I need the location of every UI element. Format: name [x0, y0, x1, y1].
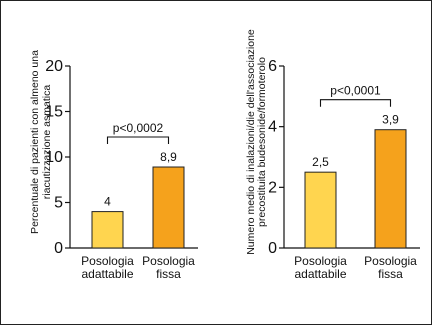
category-label: adattabile — [81, 267, 133, 281]
y-tick-label: 6 — [268, 58, 277, 75]
left-chart: 0 5 10 15 20 Percentuale di pazienti con alme… — [29, 50, 198, 281]
y-tick-label: 0 — [54, 240, 63, 257]
bar — [374, 129, 407, 249]
bar — [152, 166, 185, 249]
y-axis-label: precostituita budesonide/formoterolo — [256, 57, 268, 227]
y-tick-label: 5 — [54, 195, 63, 212]
significance-bracket — [319, 99, 392, 107]
category-label: Posologia — [294, 254, 347, 268]
bar-value-label: 3,9 — [382, 113, 399, 127]
y-tick-label: 0 — [268, 240, 277, 257]
category-label: fissa — [156, 267, 181, 281]
category-label: Posologia — [142, 254, 195, 268]
y-axis-label: Numero medio di inalazioni/die dell'asso… — [245, 29, 257, 255]
right-chart: 0 2 4 6 Numero medio di inalazioni/die dell'… — [245, 29, 420, 281]
y-tick-label: 4 — [268, 119, 277, 136]
bar — [91, 211, 124, 249]
category-label: Posologia — [81, 254, 134, 268]
bar-value-label: 2,5 — [312, 155, 329, 169]
category-label: adattabile — [294, 267, 346, 281]
y-axis-label: Percentuale di pazienti con almeno una — [29, 50, 41, 234]
bar-value-label: 4 — [104, 195, 111, 209]
y-tick-label: 2 — [268, 179, 277, 196]
y-tick-label: 20 — [45, 58, 63, 75]
p-value-annotation: p<0,0002 — [113, 121, 164, 135]
y-tick-label: 10 — [45, 149, 63, 166]
bar-value-label: 8,9 — [160, 150, 177, 164]
p-value-annotation: p<0,0001 — [330, 84, 381, 98]
significance-bracket — [106, 136, 170, 145]
category-label: fissa — [378, 267, 403, 281]
y-axis-label: riacutizzazione asmatica — [41, 85, 53, 200]
category-label: Posologia — [364, 254, 417, 268]
y-tick-label: 15 — [45, 104, 63, 121]
bar — [304, 171, 337, 249]
